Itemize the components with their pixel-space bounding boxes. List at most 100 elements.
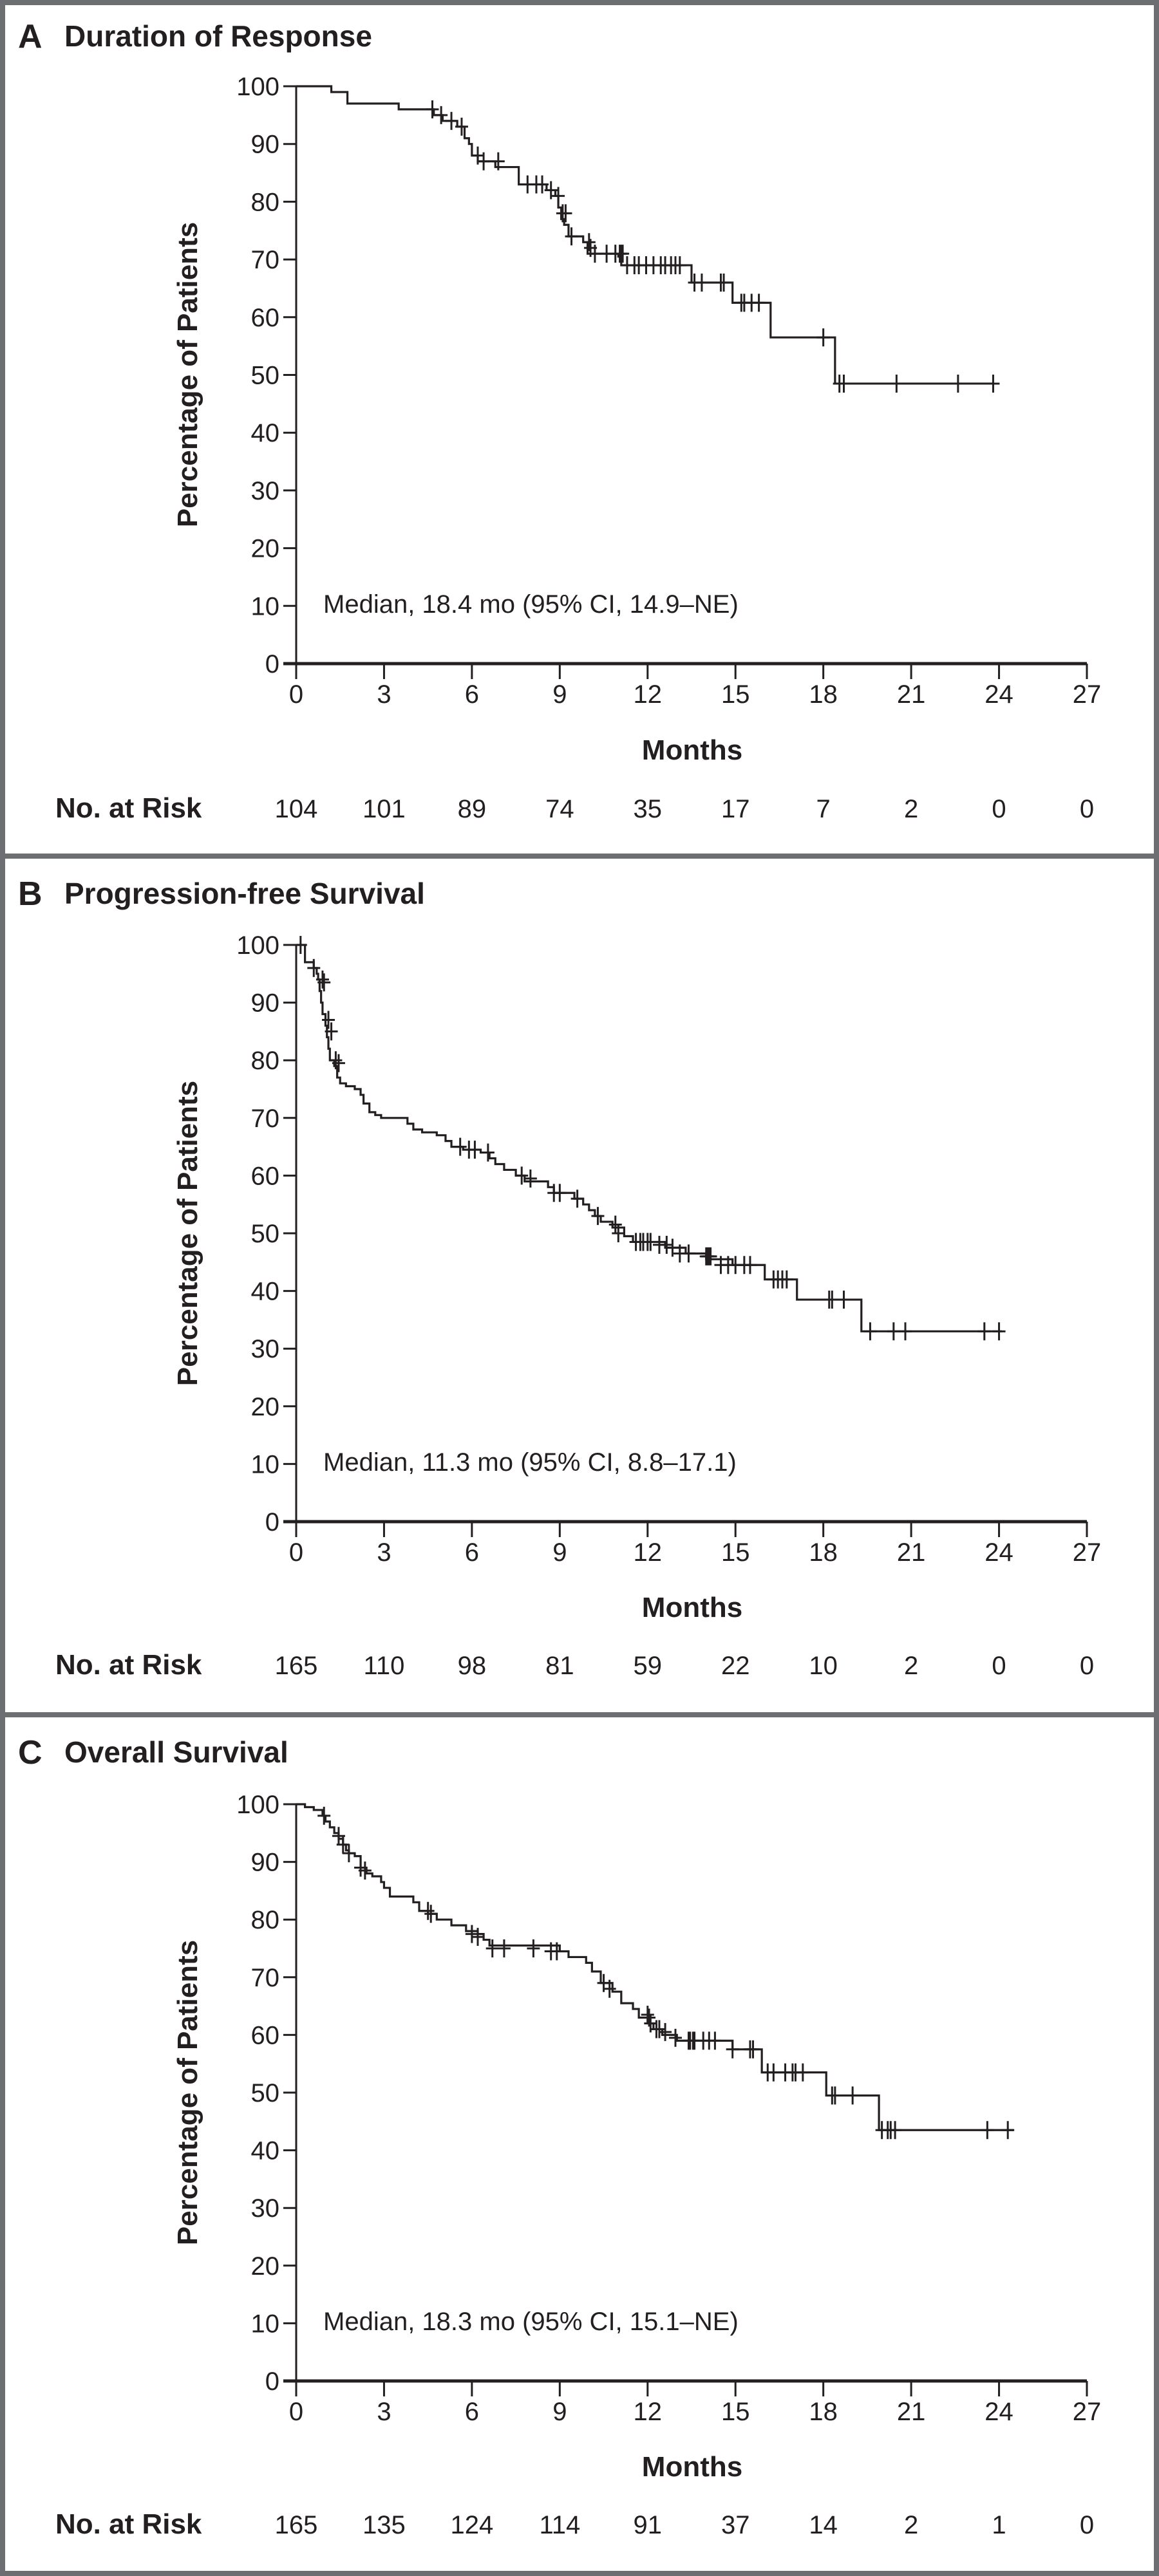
x-tick-label: 15 bbox=[721, 2398, 750, 2426]
risk-table-value: 165 bbox=[275, 1652, 318, 1680]
y-tick-label: 80 bbox=[251, 1906, 280, 1934]
x-tick-label: 12 bbox=[634, 2398, 663, 2426]
y-tick-label: 20 bbox=[251, 2252, 280, 2281]
x-tick-label: 24 bbox=[985, 2398, 1013, 2426]
y-tick-label: 90 bbox=[251, 131, 280, 159]
y-tick-label: 100 bbox=[236, 1791, 279, 1819]
y-tick-label: 70 bbox=[251, 1964, 280, 1992]
x-tick-label: 18 bbox=[809, 1538, 838, 1567]
y-tick-label: 50 bbox=[251, 362, 280, 390]
x-tick-label: 3 bbox=[377, 1538, 391, 1567]
x-tick-label: 12 bbox=[634, 680, 663, 709]
x-tick-label: 27 bbox=[1073, 1538, 1102, 1567]
y-tick-label: 40 bbox=[251, 2137, 280, 2165]
y-tick-label: 70 bbox=[251, 246, 280, 274]
median-annotation: Median, 18.3 mo (95% CI, 15.1–NE) bbox=[323, 2308, 739, 2336]
x-tick-label: 15 bbox=[721, 680, 750, 709]
x-tick-label: 9 bbox=[552, 1538, 567, 1567]
panel-divider bbox=[0, 1712, 1159, 1717]
y-tick-label: 90 bbox=[251, 989, 280, 1018]
y-tick-label: 100 bbox=[236, 73, 279, 101]
risk-table-value: 2 bbox=[904, 795, 918, 823]
chart-panel-duration-of-response: A Duration of Response 01020304050607080… bbox=[18, 18, 1102, 824]
y-tick-label: 60 bbox=[251, 2021, 280, 2049]
y-tick-label: 50 bbox=[251, 2079, 280, 2107]
risk-table-value: 98 bbox=[458, 1652, 487, 1680]
x-axis-title: Months bbox=[642, 734, 742, 766]
median-annotation: Median, 11.3 mo (95% CI, 8.8–17.1) bbox=[323, 1448, 737, 1477]
chart-panel-progression-free-survival: B Progression-free Survival 010203040506… bbox=[18, 875, 1102, 1681]
panel-letter: A bbox=[18, 18, 42, 55]
risk-table-value: 10 bbox=[809, 1652, 838, 1680]
x-tick-label: 6 bbox=[465, 680, 479, 709]
panel-title: Progression-free Survival bbox=[64, 877, 425, 910]
risk-table-value: 104 bbox=[275, 795, 318, 823]
panel-title: Duration of Response bbox=[64, 19, 372, 53]
survival-curve bbox=[296, 1803, 1014, 2131]
risk-table-value: 101 bbox=[363, 795, 406, 823]
y-tick-label: 0 bbox=[265, 1508, 279, 1536]
risk-table-label: No. at Risk bbox=[55, 792, 202, 824]
y-tick-label: 40 bbox=[251, 1278, 280, 1306]
y-tick-label: 30 bbox=[251, 477, 280, 505]
y-tick-label: 90 bbox=[251, 1849, 280, 1877]
x-tick-label: 9 bbox=[552, 2398, 567, 2426]
y-axis-title: Percentage of Patients bbox=[172, 1940, 203, 2245]
y-axis-title: Percentage of Patients bbox=[172, 1081, 203, 1386]
y-tick-label: 40 bbox=[251, 419, 280, 447]
x-axis-title: Months bbox=[642, 1592, 742, 1623]
x-tick-label: 9 bbox=[552, 680, 567, 709]
x-tick-label: 6 bbox=[465, 1538, 479, 1567]
y-axis-title: Percentage of Patients bbox=[172, 222, 203, 527]
x-tick-label: 18 bbox=[809, 680, 838, 709]
y-tick-label: 50 bbox=[251, 1220, 280, 1248]
panel-divider bbox=[0, 854, 1159, 859]
y-tick-label: 10 bbox=[251, 592, 280, 621]
risk-table-value: 81 bbox=[545, 1652, 574, 1680]
risk-table-value: 59 bbox=[634, 1652, 663, 1680]
risk-table-value: 22 bbox=[721, 1652, 750, 1680]
risk-table-value: 0 bbox=[992, 795, 1006, 823]
panel-letter: C bbox=[18, 1734, 42, 1771]
risk-table-value: 37 bbox=[721, 2511, 750, 2539]
y-tick-label: 80 bbox=[251, 1047, 280, 1075]
risk-table-value: 14 bbox=[809, 2511, 838, 2539]
x-tick-label: 21 bbox=[897, 1538, 926, 1567]
y-tick-label: 30 bbox=[251, 2194, 280, 2223]
y-tick-label: 20 bbox=[251, 1393, 280, 1421]
x-tick-label: 24 bbox=[985, 1538, 1013, 1567]
x-tick-label: 21 bbox=[897, 2398, 926, 2426]
y-tick-label: 80 bbox=[251, 188, 280, 216]
risk-table-value: 114 bbox=[539, 2511, 580, 2539]
x-tick-label: 0 bbox=[289, 680, 303, 709]
y-tick-label: 30 bbox=[251, 1335, 280, 1363]
x-tick-label: 3 bbox=[377, 680, 391, 709]
y-tick-label: 60 bbox=[251, 304, 280, 332]
x-tick-label: 21 bbox=[897, 680, 926, 709]
panel-letter: B bbox=[18, 875, 42, 913]
x-tick-label: 18 bbox=[809, 2398, 838, 2426]
risk-table-value: 0 bbox=[1080, 1652, 1094, 1680]
risk-table-value: 0 bbox=[1080, 2511, 1094, 2539]
x-tick-label: 27 bbox=[1073, 680, 1102, 709]
y-tick-label: 0 bbox=[265, 650, 279, 678]
risk-table-value: 1 bbox=[992, 2511, 1006, 2539]
risk-table-value: 89 bbox=[458, 795, 487, 823]
y-tick-label: 60 bbox=[251, 1162, 280, 1190]
x-tick-label: 6 bbox=[465, 2398, 479, 2426]
risk-table-value: 0 bbox=[1080, 795, 1094, 823]
risk-table-value: 124 bbox=[451, 2511, 494, 2539]
y-tick-label: 70 bbox=[251, 1105, 280, 1133]
y-tick-label: 10 bbox=[251, 2310, 280, 2338]
y-tick-label: 20 bbox=[251, 535, 280, 563]
y-tick-label: 0 bbox=[265, 2367, 279, 2396]
x-tick-label: 12 bbox=[634, 1538, 663, 1567]
survival-curve bbox=[296, 944, 1003, 1332]
chart-panel-overall-survival: C Overall Survival 010203040506070809010… bbox=[18, 1734, 1101, 2540]
x-tick-label: 0 bbox=[289, 2398, 303, 2426]
risk-table-value: 91 bbox=[634, 2511, 663, 2539]
risk-table-value: 7 bbox=[816, 795, 831, 823]
risk-table-label: No. at Risk bbox=[55, 2508, 202, 2540]
risk-table-value: 0 bbox=[992, 1652, 1006, 1680]
